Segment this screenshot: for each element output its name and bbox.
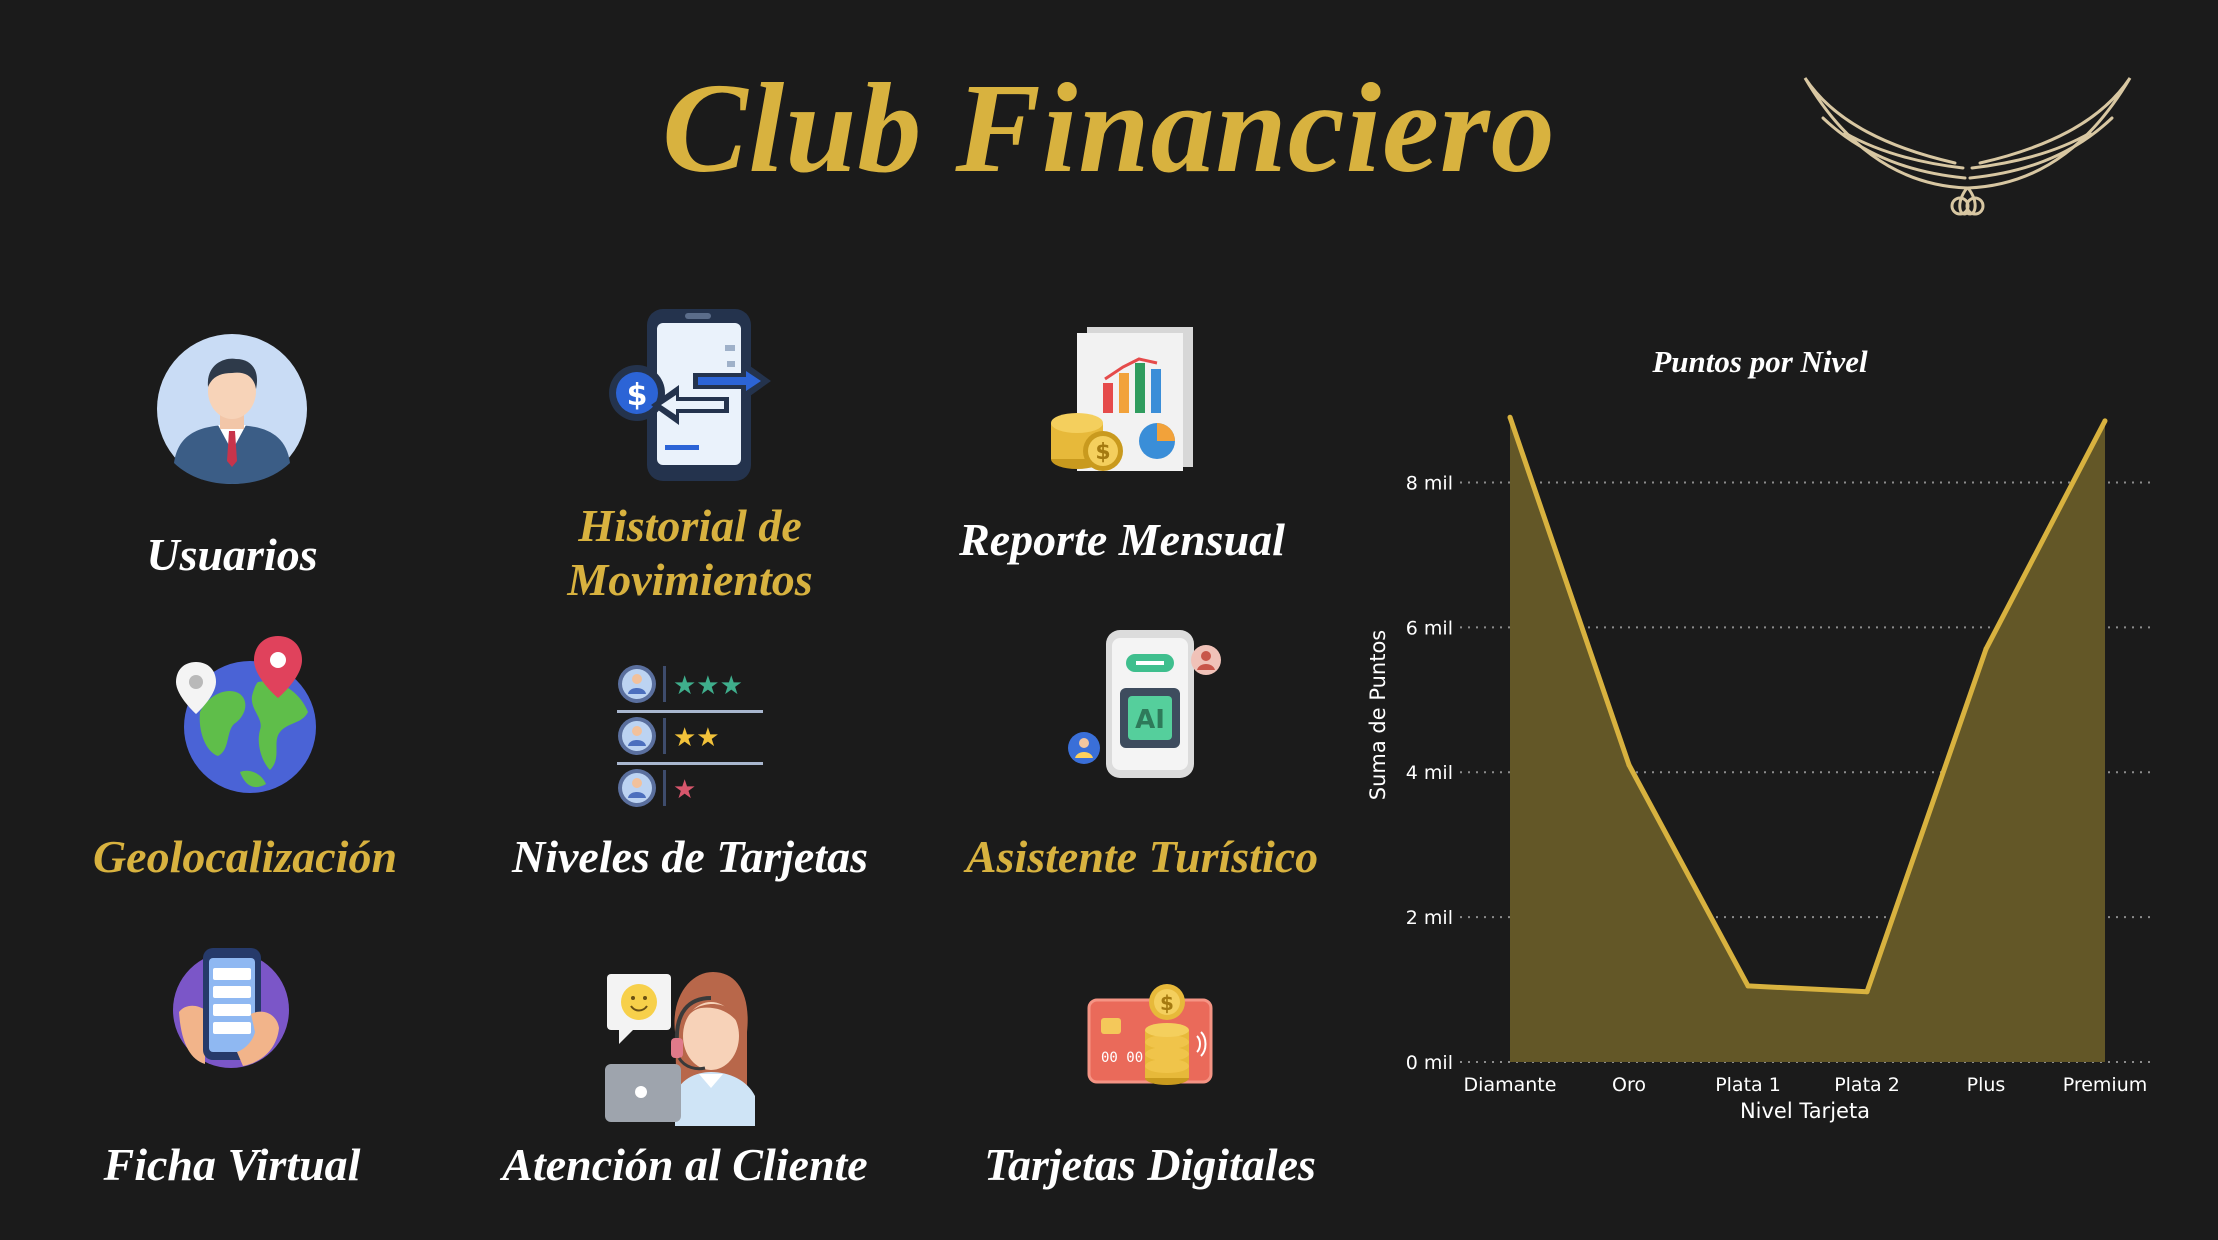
ai-assistant-phone-icon: AI bbox=[1068, 630, 1221, 778]
tile-label: Usuarios bbox=[146, 529, 318, 580]
svg-text:$: $ bbox=[627, 378, 648, 413]
svg-text:$: $ bbox=[1095, 440, 1110, 465]
data-point bbox=[1864, 989, 1870, 995]
customer-support-icon bbox=[605, 972, 755, 1126]
tile-label: Reporte Mensual bbox=[959, 514, 1285, 565]
wings-logo-icon bbox=[1803, 77, 2132, 216]
x-tick-label: Premium bbox=[2063, 1074, 2148, 1096]
svg-text:★★★: ★★★ bbox=[673, 671, 743, 701]
tile-label: Ficha Virtual bbox=[103, 1139, 361, 1190]
data-point bbox=[1626, 762, 1632, 768]
tile-tarjetas-digitales[interactable]: 00 00 $ Tarjetas Digitales bbox=[940, 940, 1360, 1240]
tile-reporte-mensual[interactable]: $ Reporte Mensual bbox=[912, 315, 1332, 615]
y-tick-label: 6 mil bbox=[1406, 617, 1453, 639]
tile-asistente-turistico[interactable]: AI Asistente Turístico bbox=[932, 630, 1352, 930]
tile-geolocalizacion[interactable]: Geolocalización bbox=[35, 630, 455, 930]
svg-text:★★: ★★ bbox=[673, 723, 720, 753]
y-tick-label: 8 mil bbox=[1406, 472, 1453, 494]
x-tick-label: Diamante bbox=[1464, 1074, 1557, 1096]
rating-levels-icon: ★★★ ★★ ★ bbox=[617, 665, 763, 807]
x-tick-label: Plus bbox=[1967, 1074, 2006, 1096]
svg-text:AI: AI bbox=[1135, 705, 1165, 735]
svg-text:★: ★ bbox=[673, 775, 696, 805]
area-fill bbox=[1510, 417, 2105, 1062]
business-user-icon bbox=[157, 334, 307, 484]
tile-niveles-tarjetas[interactable]: ★★★ ★★ ★ Niveles de Tarjetas bbox=[480, 630, 900, 930]
x-tick-label: Oro bbox=[1612, 1074, 1646, 1096]
tile-label: Asistente Turístico bbox=[965, 831, 1319, 882]
data-point bbox=[1745, 983, 1751, 989]
data-point bbox=[2102, 418, 2108, 424]
series-line bbox=[1507, 416, 2108, 995]
x-axis-label: Nivel Tarjeta bbox=[1740, 1099, 1870, 1123]
tile-usuarios[interactable]: Usuarios bbox=[22, 330, 442, 630]
tile-ficha-virtual[interactable]: Ficha Virtual bbox=[22, 940, 442, 1240]
svg-text:00 00: 00 00 bbox=[1101, 1050, 1143, 1066]
data-point bbox=[1507, 414, 1513, 420]
tile-label: Niveles de Tarjetas bbox=[511, 831, 868, 882]
tile-atencion-cliente[interactable]: Atención al Cliente bbox=[475, 940, 895, 1240]
tile-label: Atención al Cliente bbox=[502, 1139, 868, 1190]
globe-location-icon bbox=[176, 636, 316, 793]
y-tick-label: 0 mil bbox=[1406, 1052, 1453, 1074]
y-axis-label: Suma de Puntos bbox=[1366, 630, 1390, 801]
points-by-level-chart: Puntos por Nivel 0 mil 2 mil 4 mil 6 mil 8 m… bbox=[1366, 344, 2155, 1123]
y-tick-label: 2 mil bbox=[1406, 907, 1453, 929]
data-point bbox=[1983, 646, 1989, 652]
x-tick-label: Plata 2 bbox=[1834, 1074, 1900, 1096]
report-chart-coins-icon: $ bbox=[1051, 327, 1193, 471]
page-title: Club Financiero bbox=[662, 57, 1556, 199]
tile-label: Tarjetas Digitales bbox=[984, 1139, 1316, 1190]
tile-label: Historial de Movimientos bbox=[480, 499, 900, 607]
credit-card-coins-icon: 00 00 $ bbox=[1087, 984, 1213, 1085]
tile-historial-movimientos[interactable]: $ Historial de Movimientos bbox=[480, 305, 900, 605]
svg-text:$: $ bbox=[1160, 991, 1174, 1015]
x-tick-label: Plata 1 bbox=[1715, 1074, 1781, 1096]
y-tick-label: 4 mil bbox=[1406, 762, 1453, 784]
chart-title: Puntos por Nivel bbox=[1651, 344, 1868, 379]
hand-phone-list-icon bbox=[173, 948, 289, 1068]
phone-transfer-icon: $ bbox=[609, 309, 771, 481]
tile-label-line: Historial de bbox=[578, 500, 802, 551]
tile-label: Geolocalización bbox=[92, 831, 398, 882]
tile-label-line: Movimientos bbox=[567, 554, 813, 605]
